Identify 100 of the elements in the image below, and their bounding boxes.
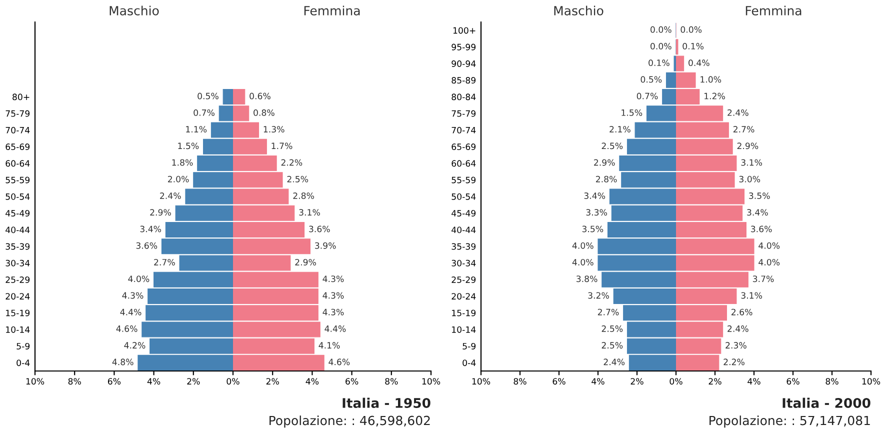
data-label: 2.2% <box>281 159 302 166</box>
x-tick-label: 6% <box>552 378 566 385</box>
y-tick-label: 45-49 <box>6 210 30 217</box>
data-label: 2.5% <box>602 342 623 349</box>
y-tick-label: 5-9 <box>16 342 30 350</box>
text: Maschio <box>110 6 159 16</box>
text: Maschio <box>554 6 604 16</box>
y-tick-label: 60-64 <box>452 160 476 167</box>
data-label: 1.8% <box>172 159 193 166</box>
data-label: 2.9% <box>594 159 615 166</box>
x-tick-label: 8% <box>826 378 838 385</box>
data-label: 2.4% <box>728 109 748 116</box>
data-label: 4.0% <box>572 242 594 249</box>
data-label: 3.1% <box>299 209 320 216</box>
text: Popolazione: : 57,147,081 <box>710 416 870 428</box>
x-tick-label: 6% <box>108 378 121 385</box>
x-tick-label: 0% <box>226 378 240 385</box>
data-label: 0.1% <box>682 42 704 50</box>
x-tick-label: 10% <box>472 378 490 385</box>
data-label: 0.0% <box>650 42 672 50</box>
data-label: 2.0% <box>168 176 189 182</box>
data-label: 1.7% <box>272 142 292 150</box>
x-tick-label: 0% <box>670 378 682 385</box>
data-label: 2.4% <box>604 358 625 366</box>
data-label: 3.8% <box>576 276 598 282</box>
y-tick-label: 0-4 <box>462 360 476 366</box>
y-tick-label: 85-89 <box>452 77 476 84</box>
y-tick-label: 70-74 <box>6 126 30 134</box>
data-label: 0.5% <box>198 92 218 100</box>
y-tick-label: 55-59 <box>452 176 476 184</box>
data-label: 4.3% <box>322 308 344 316</box>
x-tick-label: 6% <box>786 378 800 385</box>
x-tick-label: 10% <box>862 378 880 385</box>
data-label: 4.6% <box>116 325 138 332</box>
data-label: 2.6% <box>732 308 752 316</box>
data-label: 2.4% <box>160 192 181 199</box>
text: Italia - 1950 <box>342 398 430 408</box>
y-tick-label: 35-39 <box>6 243 30 250</box>
y-tick-label: 5-9 <box>462 342 476 350</box>
data-label: 3.7% <box>752 276 774 282</box>
data-label: 3.6% <box>309 226 330 232</box>
x-tick-label: 10% <box>26 378 44 385</box>
data-label: 2.7% <box>154 258 175 266</box>
data-label: 3.6% <box>136 242 158 249</box>
data-label: 3.4% <box>584 192 606 199</box>
y-tick-label: 40-44 <box>6 226 30 234</box>
data-label: 3.4% <box>747 209 768 216</box>
y-tick-label: 70-74 <box>452 126 476 134</box>
data-label: 2.5% <box>602 325 623 332</box>
data-label: 3.1% <box>741 159 762 166</box>
data-label: 4.6% <box>328 358 350 366</box>
data-label: 4.3% <box>322 292 344 299</box>
data-label: 0.0% <box>680 26 702 33</box>
y-tick-label: 100+ <box>453 27 476 34</box>
text: Femmina <box>746 6 802 16</box>
data-label: 0.6% <box>250 92 270 100</box>
y-tick-label: 20-24 <box>452 293 476 300</box>
data-label: 2.3% <box>726 342 746 349</box>
x-tick-label: 4% <box>306 378 319 385</box>
data-label: 2.9% <box>150 209 171 216</box>
data-label: 3.6% <box>751 226 772 232</box>
data-label: 3.4% <box>140 226 162 232</box>
y-tick-label: 50-54 <box>6 193 30 200</box>
data-label: 3.5% <box>582 226 604 232</box>
y-tick-label: 25-29 <box>452 276 476 283</box>
data-label: 2.9% <box>295 258 316 266</box>
data-label: 0.4% <box>688 60 710 66</box>
data-label: 0.7% <box>194 109 214 116</box>
y-tick-label: 15-19 <box>6 310 30 316</box>
data-label: 4.1% <box>318 342 340 349</box>
y-tick-label: 15-19 <box>452 310 476 316</box>
data-label: 2.7% <box>598 308 619 316</box>
y-tick-label: 10-14 <box>6 326 30 333</box>
data-label: 2.7% <box>733 126 754 133</box>
y-tick-label: 20-24 <box>6 293 30 300</box>
x-tick-label: 8% <box>385 378 398 385</box>
data-label: 4.0% <box>572 258 594 266</box>
x-tick-label: 2% <box>266 378 279 385</box>
y-tick-label: 90-94 <box>452 60 476 67</box>
y-tick-label: 80+ <box>12 94 30 100</box>
data-label: 2.2% <box>724 358 744 366</box>
data-label: 4.8% <box>112 358 134 366</box>
data-label: 4.4% <box>324 325 346 332</box>
x-tick-label: 8% <box>514 378 526 385</box>
x-tick-label: 4% <box>592 378 604 385</box>
text: Femmina <box>304 6 360 16</box>
data-label: 4.0% <box>758 242 780 249</box>
data-label: 3.1% <box>741 292 762 299</box>
y-tick-label: 25-29 <box>6 276 30 283</box>
data-label: 2.8% <box>293 192 314 199</box>
data-label: 3.2% <box>588 292 609 299</box>
y-tick-label: 95-99 <box>452 44 476 50</box>
data-label: 4.3% <box>322 276 344 282</box>
data-label: 2.5% <box>602 142 623 150</box>
data-label: 2.8% <box>596 176 617 182</box>
x-tick-label: 2% <box>630 378 644 385</box>
y-tick-label: 30-34 <box>6 260 30 266</box>
data-label: 2.1% <box>610 126 630 133</box>
data-label: 3.5% <box>749 192 770 199</box>
y-tick-label: 40-44 <box>452 226 476 234</box>
